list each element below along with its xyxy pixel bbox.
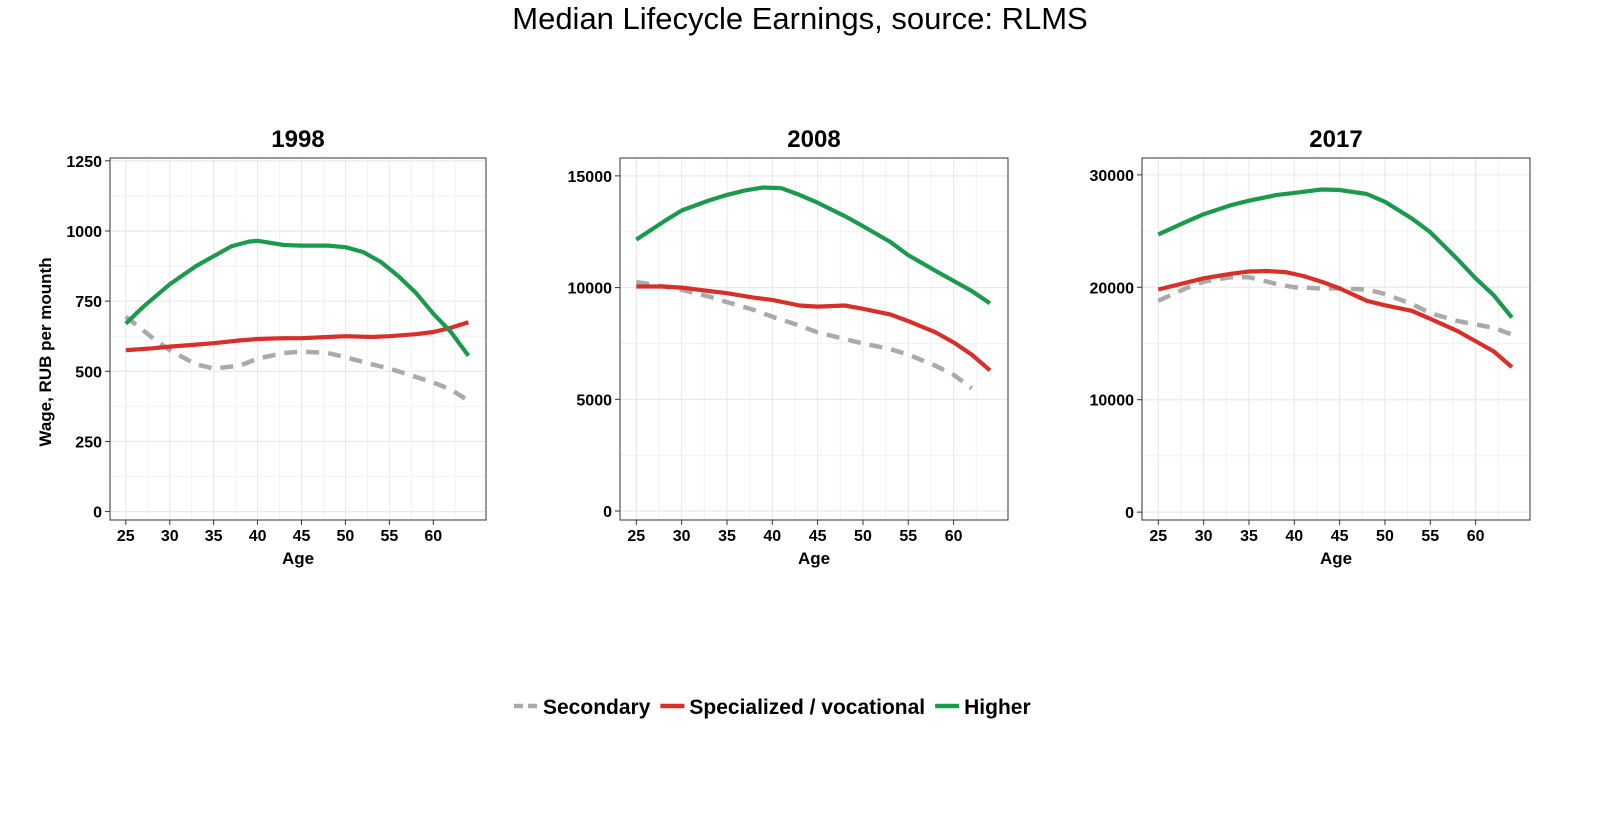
x-tick-label: 30 [1195,528,1213,545]
figure-title: Median Lifecycle Earnings, source: RLMS [512,1,1087,36]
series-line-secondary [635,279,974,391]
y-tick-label: 10000 [1090,393,1135,410]
y-tick-label: 1000 [66,224,102,241]
panel-0: 25 30 35 40 45 50 55 60 0 250 500 750 1000 1250 1998 Ag… [36,126,487,568]
x-tick-label: 40 [763,528,781,545]
x-tick-label: 55 [380,528,398,545]
y-tick-label: 5000 [576,392,612,409]
x-tick-label: 45 [293,528,311,545]
x-tick-label: 60 [424,528,442,545]
x-tick-label: 50 [854,528,872,545]
x-tick-label: 25 [627,528,645,545]
panel-title: 2017 [1309,126,1362,153]
panel-title: 2008 [787,126,840,153]
y-axis-title: Wage, RUB per mounth [36,257,55,446]
x-tick-label: 55 [1421,528,1439,545]
panel-border [1141,157,1531,521]
y-tick-label: 0 [1125,505,1134,522]
x-tick-label: 35 [1240,528,1258,545]
x-tick-label: 55 [899,528,917,545]
y-tick-label: 15000 [568,169,613,186]
y-tick-label: 750 [75,294,102,311]
series-line-higher [1157,187,1514,319]
legend-item-1: Specialized / vocational [660,696,925,719]
series-line-specialized-vocational [636,284,992,372]
series-line-specialized-vocational [125,320,470,353]
y-tick-label: 1250 [66,154,102,171]
y-tick-label: 250 [75,434,102,451]
y-tick-label: 500 [75,364,102,381]
x-tick-label: 60 [1467,528,1485,545]
x-tick-label: 35 [205,528,223,545]
y-tick-label: 0 [93,505,102,522]
panel-1: 25 30 35 40 45 50 55 60 0 5000 10000 15000 2008 Age [568,126,1009,568]
x-tick-label: 50 [337,528,355,545]
x-axis-title: Age [1320,549,1352,568]
y-tick-label: 10000 [568,281,613,298]
panel-2: 25 30 35 40 45 50 55 60 0 10000 20000 30000 2017 Age [1090,126,1531,568]
x-tick-label: 30 [161,528,179,545]
y-tick-label: 20000 [1090,280,1135,297]
y-tick-label: 0 [603,504,612,521]
legend: Secondary Specialized / vocational Higher [514,696,1031,719]
y-tick-label: 30000 [1090,168,1135,185]
series-line-secondary [124,314,470,403]
x-tick-label: 50 [1376,528,1394,545]
grid [620,158,1008,520]
panels: 25 30 35 40 45 50 55 600250500750100012501998Ag… [36,126,1531,568]
x-axis-title: Age [798,549,830,568]
series-line-higher [124,238,471,358]
x-axis-title: Age [282,549,314,568]
x-tick-label: 25 [1149,528,1167,545]
panel-border [109,157,487,521]
x-tick-label: 30 [673,528,691,545]
legend-label: Secondary [543,696,651,719]
legend-label: Specialized / vocational [689,696,925,719]
x-tick-label: 40 [249,528,267,545]
series-line-higher [635,185,992,305]
x-tick-label: 45 [809,528,827,545]
panel-border [619,157,1009,521]
legend-item-0: Secondary [514,696,651,719]
x-tick-label: 35 [718,528,736,545]
x-tick-label: 25 [117,528,135,545]
x-tick-label: 40 [1285,528,1303,545]
legend-item-2: Higher [935,696,1031,719]
panel-title: 1998 [271,126,324,153]
x-tick-label: 60 [945,528,963,545]
series-line-specialized-vocational [1157,268,1514,369]
legend-label: Higher [964,696,1031,719]
x-tick-label: 45 [1331,528,1349,545]
